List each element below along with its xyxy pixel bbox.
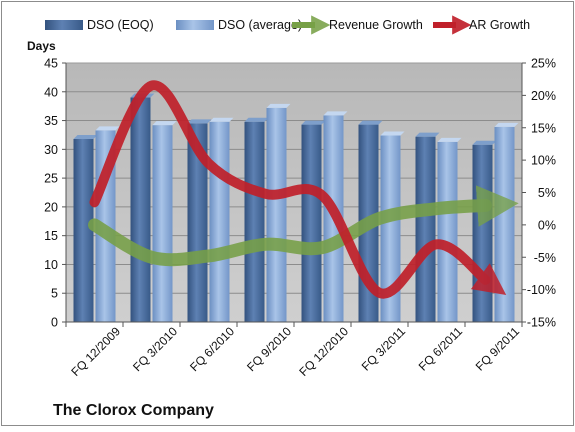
y2-tick-label: 10% [531, 154, 556, 168]
bar-top [244, 117, 269, 122]
legend-item-ar-growth: AR Growth [433, 15, 530, 35]
bar-top [494, 122, 519, 127]
legend-swatch-dso-average [176, 20, 214, 30]
growth-lines [88, 80, 519, 299]
legend: DSO (EOQ) DSO (average) Revenue Growth A… [45, 15, 530, 35]
bar-dso-eoq [187, 123, 208, 322]
bar-dso-average [209, 121, 230, 322]
bar-top [358, 120, 383, 125]
y-tick-label: 45 [44, 57, 58, 71]
bar-top [73, 134, 98, 139]
bar-top [380, 131, 405, 136]
bar-top [187, 119, 212, 124]
legend-label-dso-eoq: DSO (EOQ) [87, 18, 154, 32]
legend-item-dso-average: DSO (average) [176, 18, 302, 32]
y-tick-label: 5 [51, 287, 58, 301]
chart-title: The Clorox Company [53, 402, 214, 419]
y2-tick-label: 0% [538, 218, 556, 232]
y-tick-label: 25 [44, 172, 58, 186]
y-tick-label: 20 [44, 200, 58, 214]
y2-tick-label: 25% [531, 57, 556, 71]
bar-top [472, 140, 497, 145]
bar-top [152, 121, 177, 126]
bar-dso-average [152, 125, 173, 322]
bar-dso-average [494, 126, 515, 323]
bar-top [95, 126, 120, 131]
legend-label-revenue-growth: Revenue Growth [329, 18, 423, 32]
revenue-growth-line [88, 185, 519, 267]
y2-tick-label: -5% [534, 251, 556, 265]
bar-dso-eoq [73, 138, 94, 322]
bar-top [209, 117, 234, 122]
y-tick-label: 10 [44, 258, 58, 272]
legend-label-ar-growth: AR Growth [469, 18, 530, 32]
bar-dso-eoq [472, 144, 493, 322]
bar-top [323, 111, 348, 116]
bar-dso-average [380, 135, 401, 322]
bar-dso-average [437, 141, 458, 322]
y-tick-label: 35 [44, 114, 58, 128]
y2-tick-label: 15% [531, 121, 556, 135]
y-tick-label: 15 [44, 229, 58, 243]
bar-top [301, 120, 326, 125]
bar-dso-eoq [415, 136, 436, 322]
y2-tick-label: 20% [531, 89, 556, 103]
bar-top [266, 103, 291, 108]
y2-tick-label: -10% [527, 283, 556, 297]
y-tick-label: 0 [51, 316, 58, 330]
ar-growth-line [89, 80, 507, 299]
y2-tick-label: 5% [538, 186, 556, 200]
bar-top [415, 132, 440, 137]
bar-dso-eoq [301, 124, 322, 322]
legend-swatch-dso-eoq [45, 20, 83, 30]
bar-dso-eoq [130, 97, 151, 323]
bar-dso-average [266, 107, 287, 322]
y-tick-label: 30 [44, 143, 58, 157]
y-axis-title: Days [27, 39, 56, 53]
y2-tick-label: -15% [527, 316, 556, 330]
bar-dso-eoq [244, 121, 265, 322]
legend-item-revenue-growth: Revenue Growth [292, 15, 423, 35]
bar-top [437, 137, 462, 142]
legend-item-dso-eoq: DSO (EOQ) [45, 18, 154, 32]
y-tick-label: 40 [44, 85, 58, 99]
legend-label-dso-average: DSO (average) [218, 18, 302, 32]
